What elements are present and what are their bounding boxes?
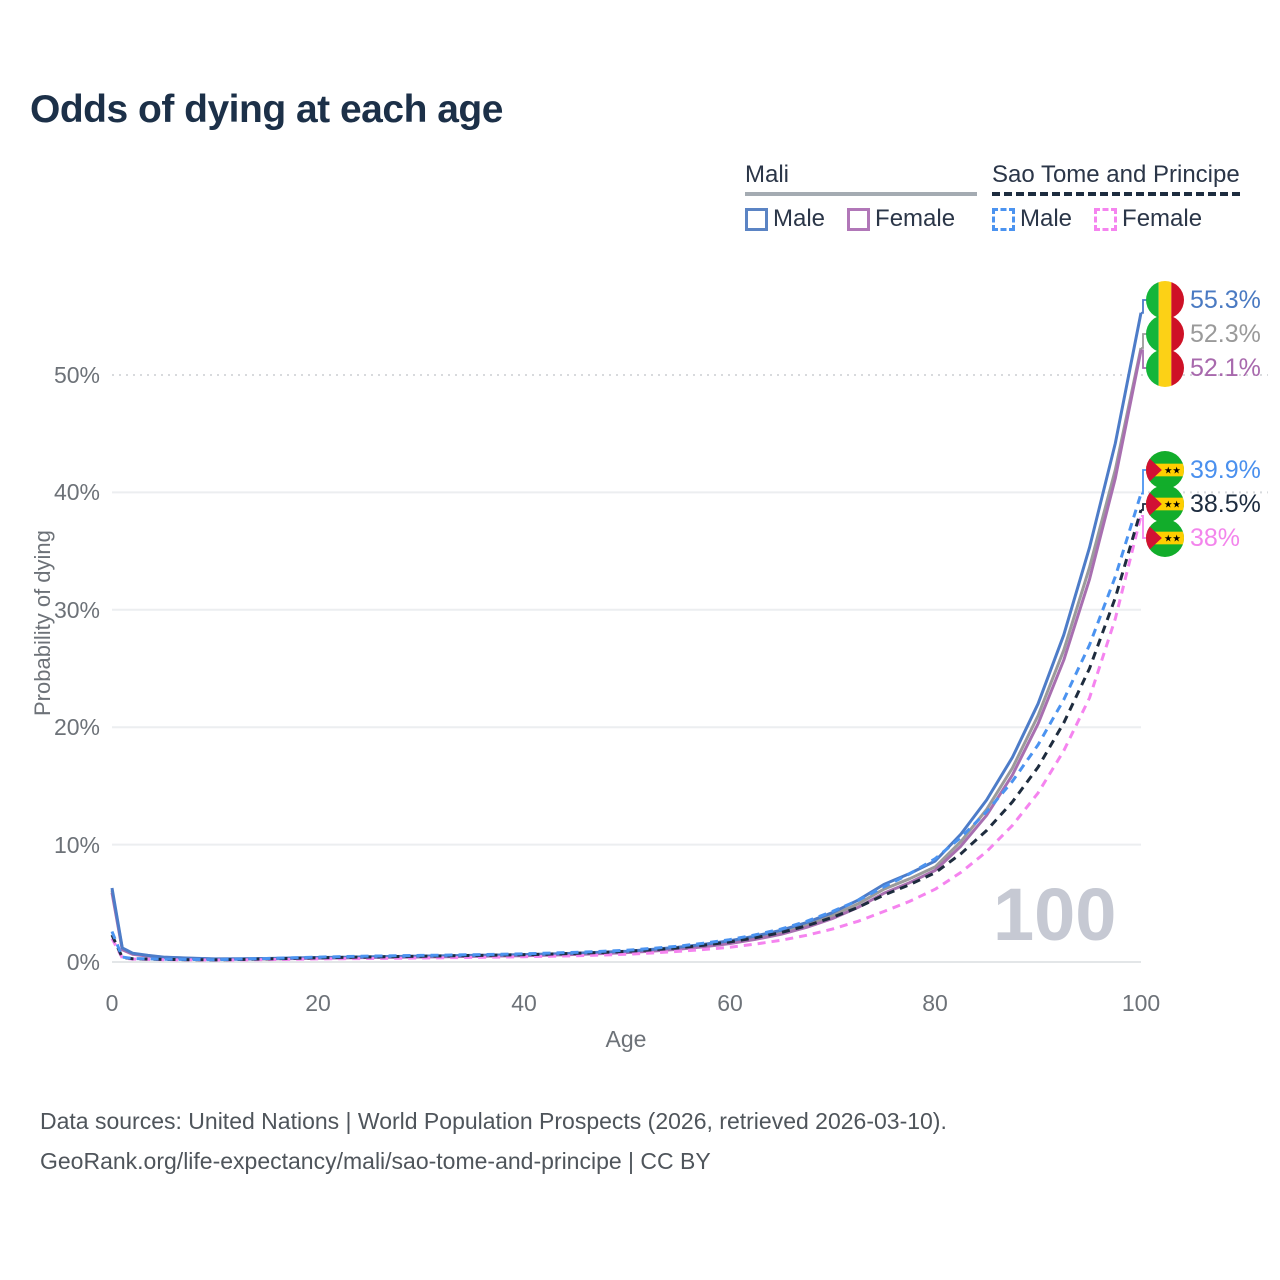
x-axis-title: Age (605, 1026, 647, 1052)
legend-item-sao-tome-female[interactable]: Female (1094, 205, 1224, 233)
legend-label-mali-male: Male (773, 205, 826, 232)
series-line-sao-tome-and-principe-female (110, 515, 1143, 962)
x-tick-80: 80 (922, 990, 948, 1016)
mali-female-line-swatch-icon (847, 207, 871, 231)
legend-item-mali-female[interactable]: Female (847, 205, 977, 233)
page-title: Odds of dying at each age (30, 88, 503, 131)
series-line-sao-tome-and-principe-male (110, 493, 1143, 962)
mali-male-line-swatch-icon (745, 207, 768, 231)
svg-text:★: ★ (1172, 500, 1181, 511)
series-line-mali-female (110, 350, 1143, 961)
end-label-row-mali-both: 52.3% (1146, 315, 1261, 353)
svg-text:★: ★ (1164, 534, 1173, 545)
data-source-line: Data sources: United Nations | World Pop… (40, 1108, 947, 1134)
sao-tome-flag-icon: ★ ★ (1146, 451, 1184, 489)
series-line-sao-tome-and-principe-both (110, 509, 1143, 962)
y-tick-0: 0% (66, 949, 100, 975)
x-tick-100: 100 (1121, 990, 1161, 1016)
y-tick-20: 20% (53, 714, 100, 740)
y-tick-10: 10% (53, 832, 100, 858)
end-label-row-sao-tome-male: ★ ★ 39.9% (1146, 451, 1261, 489)
y-axis-title: Probability of dying (30, 530, 55, 716)
end-label-row-mali-male: 55.3% (1146, 281, 1261, 319)
svg-text:★: ★ (1172, 466, 1181, 477)
end-value-mali-both: 52.3% (1190, 319, 1261, 348)
series-line-mali-both (110, 347, 1143, 961)
mali-flag-icon (1146, 349, 1184, 387)
end-value-sao-tome-both: 38.5% (1190, 489, 1261, 518)
y-tick-40: 40% (53, 479, 100, 505)
sao-tome-male-line-swatch-icon (992, 207, 1015, 231)
attribution-line[interactable]: GeoRank.org/life-expectancy/mali/sao-tom… (40, 1148, 711, 1174)
svg-text:★: ★ (1164, 466, 1173, 477)
end-label-row-sao-tome-both: ★ ★ 38.5% (1146, 485, 1261, 523)
x-tick-20: 20 (305, 990, 331, 1016)
legend-label-sao-tome-male: Male (1020, 205, 1073, 232)
end-value-mali-female: 52.1% (1190, 353, 1261, 382)
end-value-sao-tome-female: 38% (1190, 523, 1241, 552)
y-tick-50: 50% (53, 362, 100, 388)
legend-country-mali: Mali (745, 161, 978, 196)
age-watermark: 100 (993, 873, 1117, 956)
sao-tome-flag-icon: ★ ★ (1146, 485, 1184, 523)
end-value-sao-tome-male: 39.9% (1190, 455, 1261, 484)
end-label-row-mali-female: 52.1% (1146, 349, 1261, 387)
svg-text:★: ★ (1172, 534, 1181, 545)
legend-label-sao-tome-female: Female (1122, 205, 1203, 232)
legend-item-mali-male[interactable]: Male (745, 205, 847, 233)
end-label-row-sao-tome-female: ★ ★ 38% (1146, 519, 1240, 557)
legend-group-sao-tome: Sao Tome and Principe Male Female (992, 161, 1240, 233)
end-value-mali-male: 55.3% (1190, 285, 1261, 314)
legend-label-mali-female: Female (875, 205, 956, 232)
sao-tome-female-line-swatch-icon (1094, 207, 1118, 231)
y-tick-30: 30% (53, 597, 100, 623)
x-tick-0: 0 (105, 990, 119, 1016)
legend-group-mali: Mali Male Female (745, 161, 978, 233)
x-tick-60: 60 (717, 990, 743, 1016)
mali-flag-icon (1146, 281, 1184, 319)
series-line-mali-male (110, 312, 1143, 961)
legend-country-sao-tome: Sao Tome and Principe (992, 161, 1240, 196)
x-tick-40: 40 (511, 990, 537, 1016)
sao-tome-flag-icon: ★ ★ (1146, 519, 1184, 557)
legend-item-sao-tome-male[interactable]: Male (992, 205, 1094, 233)
svg-text:★: ★ (1164, 500, 1173, 511)
mali-flag-icon (1146, 315, 1184, 353)
